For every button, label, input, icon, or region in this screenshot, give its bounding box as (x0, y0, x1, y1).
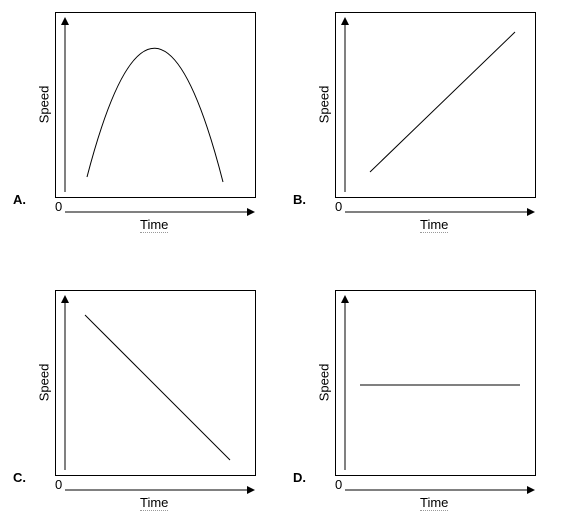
curve-parabola (87, 48, 223, 182)
curve-line_increasing (370, 32, 515, 172)
chart-b (335, 12, 555, 237)
origin-label: 0 (55, 477, 62, 492)
panel-label-d: D. (293, 470, 306, 485)
panel-b: Speed0TimeB. (335, 12, 555, 237)
panel-d: Speed0TimeD. (335, 290, 555, 515)
x-axis-label: Time (140, 495, 168, 511)
y-axis-label: Speed (36, 363, 51, 401)
y-axis-label: Speed (316, 85, 331, 123)
curve-line_decreasing (85, 315, 230, 460)
panel-c: Speed0TimeC. (55, 290, 275, 515)
x-axis-label: Time (140, 217, 168, 233)
origin-label: 0 (55, 199, 62, 214)
chart-a (55, 12, 275, 237)
panel-label-a: A. (13, 192, 26, 207)
y-axis-label: Speed (36, 85, 51, 123)
chart-grid: Speed 0 Time A. Speed 0 Time B. Speed 0 Time C. Spee… (0, 0, 571, 528)
origin-label: 0 (335, 477, 342, 492)
panel-a: Speed0TimeA. (55, 12, 275, 237)
y-axis-label: Speed (316, 363, 331, 401)
x-axis-label: Time (420, 495, 448, 511)
origin-label: 0 (335, 199, 342, 214)
panel-label-c: C. (13, 470, 26, 485)
x-axis-label: Time (420, 217, 448, 233)
panel-label-b: B. (293, 192, 306, 207)
chart-d (335, 290, 555, 515)
chart-c (55, 290, 275, 515)
